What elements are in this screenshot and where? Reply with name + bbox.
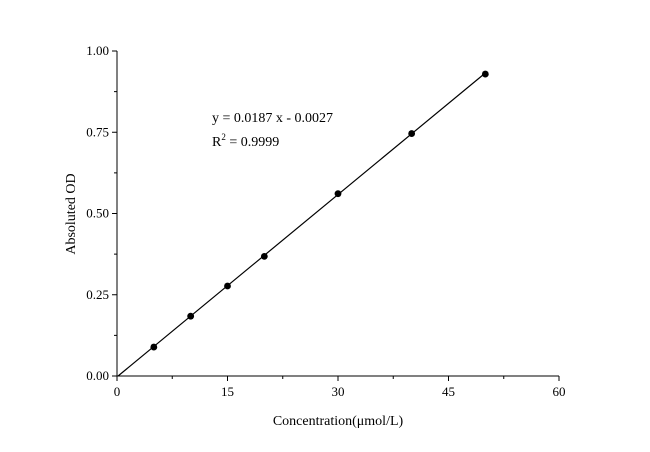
y-axis-title: Absoluted OD	[64, 173, 79, 254]
r2-value: = 0.9999	[226, 135, 279, 150]
r2-superscript: 2	[221, 132, 226, 142]
data-point	[334, 190, 342, 198]
y-tick-label: 0.75	[86, 124, 109, 139]
fit-line-group	[117, 72, 486, 377]
equation-annotation: y = 0.0187 x - 0.0027	[212, 111, 333, 126]
r2-annotation: R2 = 0.9999	[212, 132, 279, 150]
r2-prefix: R	[212, 135, 222, 150]
ticks: 0 15 30 45 60 0.00 0.25 0.50 0.75 1.00	[86, 43, 565, 399]
y-tick-label: 0.50	[86, 206, 109, 221]
y-tick-label: 0.00	[86, 368, 109, 383]
y-tick-label: 1.00	[86, 43, 109, 58]
x-tick-label: 15	[221, 384, 234, 399]
axes	[116, 51, 559, 377]
x-tick-label: 30	[332, 384, 345, 399]
data-points	[150, 70, 489, 351]
regression-line	[117, 72, 486, 377]
x-tick-label: 60	[553, 384, 566, 399]
y-tick-label: 0.25	[86, 287, 109, 302]
data-point	[187, 312, 195, 320]
data-point	[150, 343, 158, 351]
x-tick-label: 45	[442, 384, 455, 399]
data-point	[481, 70, 489, 78]
data-point	[260, 253, 268, 260]
data-point	[224, 282, 231, 290]
x-axis-title: Concentration(μmol/L)	[273, 414, 404, 429]
x-tick-label: 0	[114, 384, 121, 399]
data-point	[408, 130, 416, 137]
